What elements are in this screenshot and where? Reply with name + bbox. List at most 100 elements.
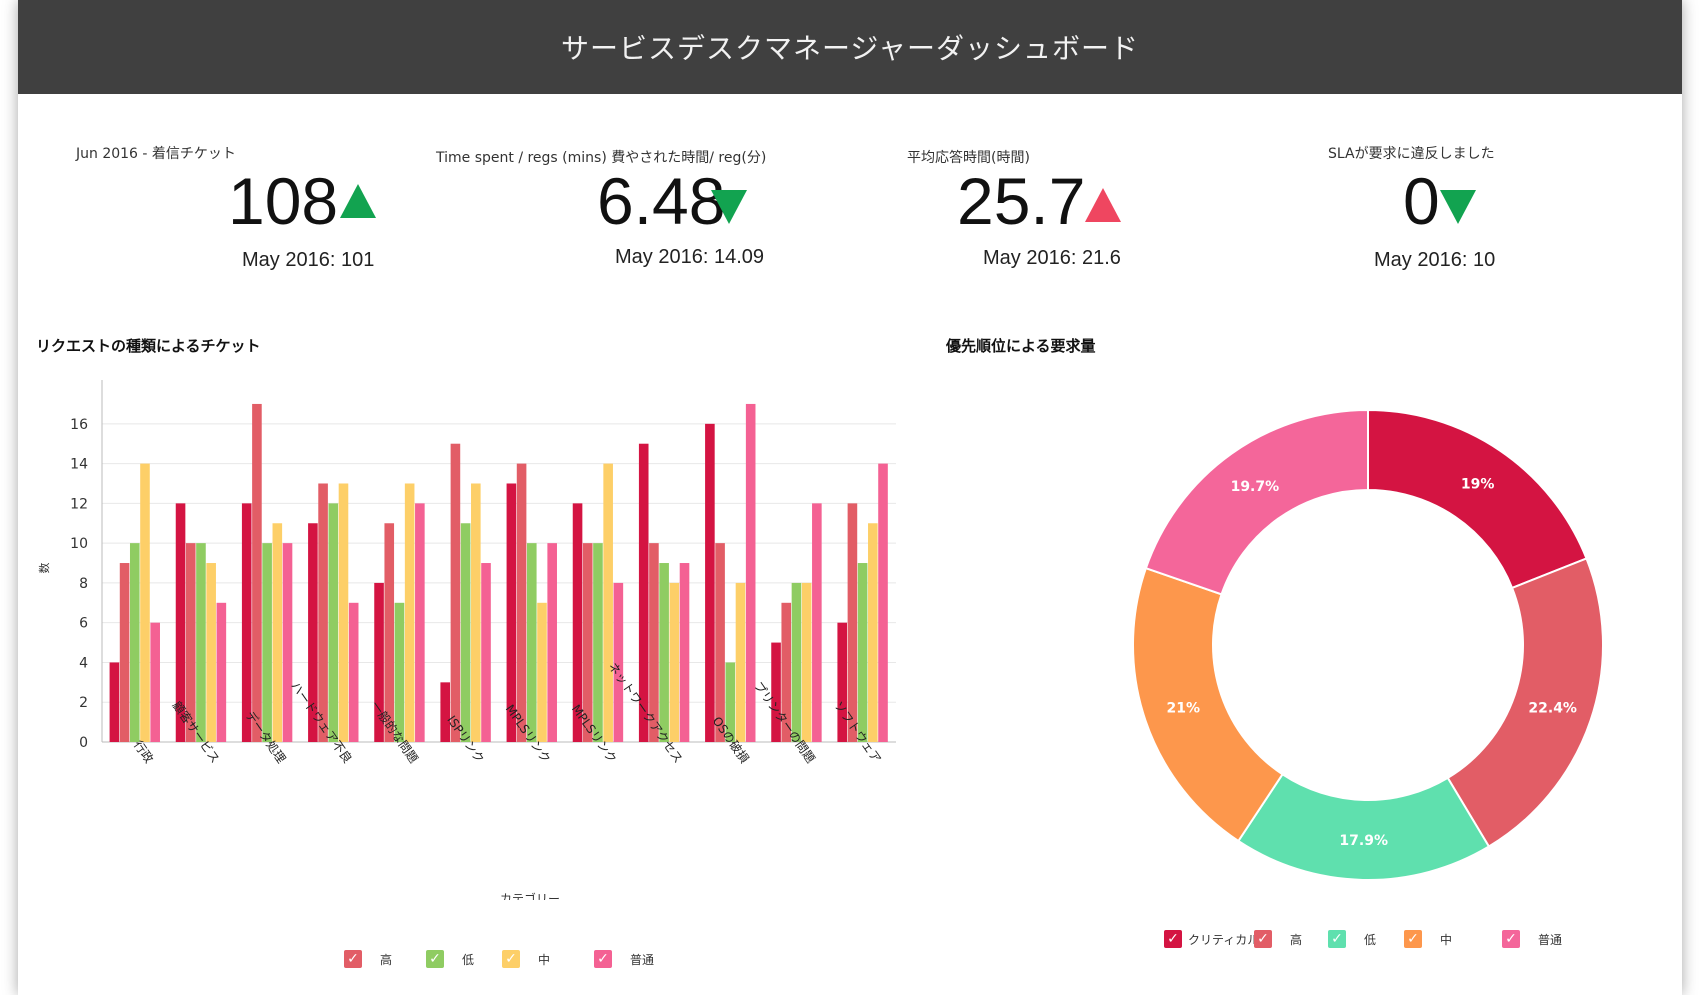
bar-chart-legend: ✓ 高 ✓ 低 ✓ 中 ✓ 普通 xyxy=(18,950,918,974)
checkbox-icon[interactable]: ✓ xyxy=(426,950,444,968)
bar-medium xyxy=(603,463,613,742)
kpi-value: 108 xyxy=(228,164,339,238)
y-tick-label: 0 xyxy=(79,735,88,751)
bar-high xyxy=(185,543,196,742)
x-axis-label: カテゴリー xyxy=(500,891,560,900)
bar-low xyxy=(725,662,736,742)
trend-up-icon xyxy=(340,184,376,218)
legend-label: 中 xyxy=(1440,932,1453,947)
bar-low xyxy=(196,543,206,742)
y-tick-label: 8 xyxy=(79,576,88,592)
legend-item-donut_medium[interactable]: ✓ 中 xyxy=(1404,930,1452,948)
bar-low xyxy=(394,602,405,742)
bar-normal xyxy=(481,563,491,742)
bar-critical xyxy=(771,642,781,742)
kpi-time-spent: Time spent / regs (mins) 費やされた時間/ reg(分)… xyxy=(418,138,838,278)
bar-medium xyxy=(537,602,547,742)
bar-medium xyxy=(868,523,878,742)
donut-chart: 19% 22.4% 17.9% 21% 19.7% xyxy=(1132,408,1604,881)
checkbox-icon[interactable]: ✓ xyxy=(1164,930,1182,948)
donut-slice-label: 19% xyxy=(1461,477,1495,493)
legend-item-low[interactable]: ✓ 低 xyxy=(426,950,474,968)
legend-item-medium[interactable]: ✓ 中 xyxy=(502,950,550,968)
kpi-label: Time spent / regs (mins) 費やされた時間/ reg(分) xyxy=(436,150,767,166)
bar-low xyxy=(460,523,471,742)
bar-medium xyxy=(272,523,283,742)
legend-item-donut_normal[interactable]: ✓ 普通 xyxy=(1502,930,1562,948)
bar-high xyxy=(252,403,262,742)
bar-medium xyxy=(669,582,680,742)
donut-slice-donut_high xyxy=(1446,557,1604,848)
bar-normal xyxy=(216,602,227,742)
bar-critical xyxy=(572,503,583,742)
donut-slice-label: 19.7% xyxy=(1231,479,1280,495)
kpi-label: Jun 2016 - 着信チケット xyxy=(76,146,236,162)
bar-low xyxy=(129,543,140,742)
page-title: サービスデスクマネージャーダッシュボード xyxy=(560,32,1140,65)
kpi-incoming-tickets: Jun 2016 - 着信チケット 108 May 2016: 101 xyxy=(18,138,418,278)
bar-medium xyxy=(338,483,349,742)
donut-slice-label: 17.9% xyxy=(1339,833,1388,849)
donut-slice-donut_medium xyxy=(1132,566,1284,843)
bar-critical xyxy=(175,503,186,742)
kpi-label: 平均応答時間(時間) xyxy=(907,150,1030,166)
y-tick-label: 6 xyxy=(79,616,88,632)
legend-item-donut_high[interactable]: ✓ 高 xyxy=(1254,930,1302,948)
bar-normal xyxy=(547,543,557,742)
bar-normal xyxy=(150,622,160,742)
bar-high xyxy=(649,543,659,742)
bar-low xyxy=(526,543,537,742)
bar-medium xyxy=(471,483,481,742)
legend-item-normal[interactable]: ✓ 普通 xyxy=(594,950,654,968)
legend-label: 低 xyxy=(462,952,475,967)
bar-high xyxy=(384,523,395,742)
checkbox-icon[interactable]: ✓ xyxy=(594,950,612,968)
legend-item-donut_critical[interactable]: ✓ クリティカル xyxy=(1164,930,1259,948)
checkbox-icon[interactable]: ✓ xyxy=(502,950,520,968)
donut-slice-label: 21% xyxy=(1167,701,1201,717)
kpi-previous: May 2016: 14.09 xyxy=(615,246,764,268)
kpi-previous: May 2016: 21.6 xyxy=(983,247,1121,269)
bar-critical xyxy=(705,423,715,742)
legend-label: 高 xyxy=(1290,932,1303,947)
bar-critical xyxy=(837,622,848,742)
bar-high xyxy=(847,503,858,742)
checkbox-icon[interactable]: ✓ xyxy=(1254,930,1272,948)
bar-chart-title: リクエストの種類によるチケット xyxy=(36,337,261,355)
y-tick-label: 4 xyxy=(79,655,88,671)
kpi-previous: May 2016: 10 xyxy=(1374,249,1496,271)
trend-down-icon xyxy=(711,190,747,224)
bar-high xyxy=(318,483,328,742)
bar-high xyxy=(781,602,792,742)
bar-high xyxy=(582,543,593,742)
bar-normal xyxy=(613,582,624,742)
legend-label: 中 xyxy=(538,952,551,967)
y-tick-label: 10 xyxy=(70,536,88,552)
bar-critical xyxy=(109,662,120,742)
kpi-previous: May 2016: 101 xyxy=(242,249,375,271)
kpi-value: 0 xyxy=(1403,164,1440,238)
donut-slice-donut_critical xyxy=(1367,408,1588,590)
bar-normal xyxy=(282,543,293,742)
legend-item-donut_low[interactable]: ✓ 低 xyxy=(1328,930,1376,948)
bar-medium xyxy=(404,483,415,742)
y-axis-label: 数 xyxy=(38,563,51,574)
bar-low xyxy=(262,543,272,742)
bar-normal xyxy=(878,463,888,742)
kpi-value: 25.7 xyxy=(957,164,1086,238)
checkbox-icon[interactable]: ✓ xyxy=(344,950,362,968)
checkbox-icon[interactable]: ✓ xyxy=(1404,930,1422,948)
checkbox-icon[interactable]: ✓ xyxy=(1328,930,1346,948)
bar-low xyxy=(791,582,802,742)
checkbox-icon[interactable]: ✓ xyxy=(1502,930,1520,948)
bar-critical xyxy=(308,523,318,742)
legend-label: 普通 xyxy=(1538,932,1563,947)
bar-normal xyxy=(679,563,690,742)
legend-label: 低 xyxy=(1364,932,1377,947)
trend-down-icon xyxy=(1440,190,1476,224)
legend-item-high[interactable]: ✓ 高 xyxy=(344,950,392,968)
bar-low xyxy=(328,503,339,742)
bar-normal xyxy=(415,503,425,742)
y-tick-label: 16 xyxy=(70,417,88,433)
